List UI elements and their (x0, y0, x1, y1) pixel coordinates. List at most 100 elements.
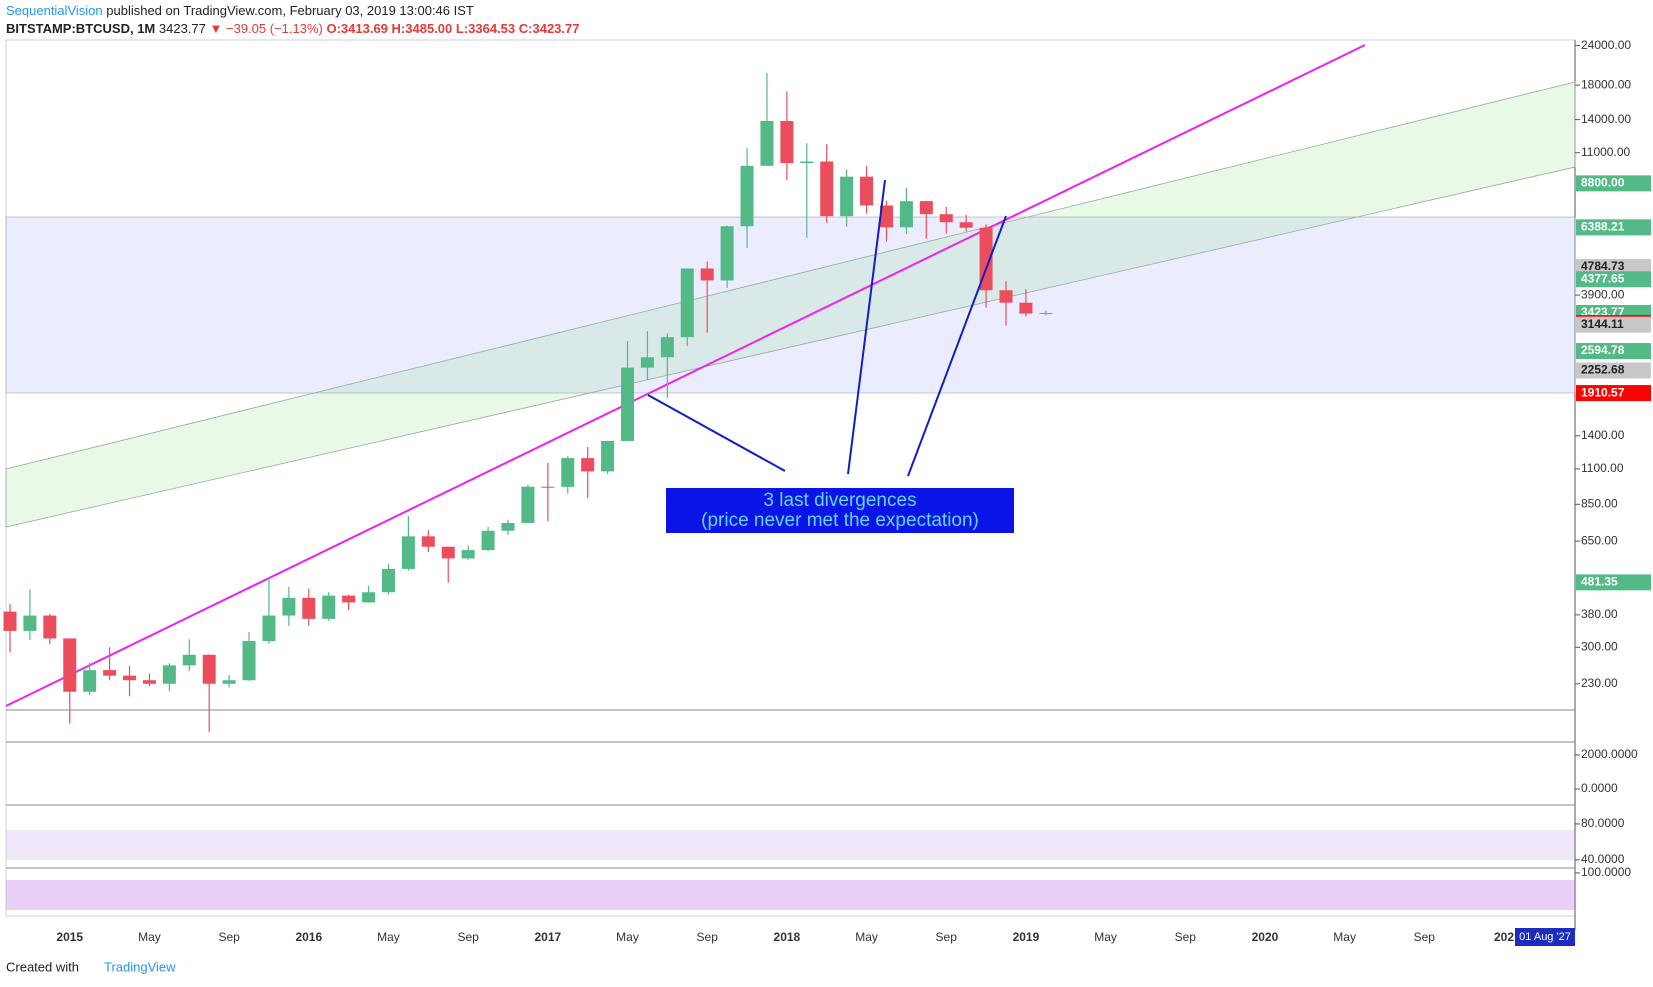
x-tick-label: May (1333, 930, 1356, 944)
x-tick-label: 2016 (295, 930, 322, 944)
candle-body (401, 536, 415, 569)
x-tick-label: Sep (1414, 930, 1436, 944)
candle-body (43, 615, 57, 639)
cursor-date: 01 Aug '27 (1519, 931, 1571, 943)
candle-body (302, 597, 316, 619)
y-tick-label: 40.0000 (1581, 852, 1625, 866)
symbol: BITSTAMP:BTCUSD, 1M (6, 21, 156, 36)
price-label: 481.35 (1581, 575, 1618, 589)
open: O:3413.69 (326, 21, 388, 36)
author[interactable]: SequentialVision (6, 3, 103, 18)
annotation: (price never met the expectation) (701, 510, 979, 531)
high: H:3485.00 (391, 21, 453, 36)
price-label-box (1576, 219, 1651, 236)
candle-body (83, 670, 97, 692)
x-tick-label: Sep (936, 930, 958, 944)
price-label-box (1576, 343, 1651, 360)
change: ▼ −39.05 (−1.13%) (209, 21, 323, 36)
y-tick-label: 380.00 (1581, 607, 1618, 621)
candle-body (740, 165, 754, 227)
candle-body (441, 546, 455, 559)
candle-body (103, 670, 117, 676)
price-label-box (1576, 385, 1651, 402)
candle-body (461, 550, 475, 559)
published: published on TradingView.com, February 0… (106, 3, 474, 18)
candle-body (481, 530, 495, 551)
y-tick-label: 24000.00 (1581, 38, 1631, 52)
x-tick-label: Sep (697, 930, 719, 944)
range-box (5, 216, 1576, 394)
price-label-box (1576, 271, 1651, 288)
candle-body (362, 592, 376, 603)
footer-created: Created with (6, 959, 79, 974)
candle-body (640, 357, 654, 368)
x-tick-label: May (616, 930, 639, 944)
candle-body (521, 486, 535, 523)
x-tick-label: 2017 (534, 930, 561, 944)
candle-body (959, 222, 973, 228)
y-tick-label: 230.00 (1581, 676, 1618, 690)
candle-body (581, 458, 595, 472)
y-tick-label: 11000.00 (1581, 145, 1630, 159)
candle-body (840, 176, 854, 217)
candle-body (421, 536, 435, 547)
candle-body (939, 214, 953, 223)
x-tick-label: May (138, 930, 161, 944)
annotation-box (666, 488, 1014, 533)
candle-body (999, 290, 1013, 303)
annotation: 3 last divergences (763, 490, 916, 511)
trend-line (5, 44, 1366, 707)
arrow (847, 179, 886, 475)
candle-body (501, 522, 515, 531)
candle-body (23, 615, 37, 631)
candle-body (860, 176, 874, 206)
candle-body (800, 161, 814, 164)
candle-body (123, 675, 137, 681)
cursor-date-box (1515, 928, 1575, 946)
x-tick-label: 2018 (774, 930, 801, 944)
candle-body (820, 161, 834, 217)
candle-body (879, 205, 893, 228)
price-label: 1910.57 (1581, 385, 1625, 399)
candle-body (162, 665, 176, 684)
candle-body (262, 615, 276, 642)
price-label-box (1576, 175, 1651, 192)
x-tick-label: 2020 (1252, 930, 1279, 944)
x-tick-label: 2015 (56, 930, 83, 944)
candle-body (1019, 302, 1033, 314)
y-tick-label: 18000.00 (1581, 77, 1631, 91)
price-label-box (1576, 259, 1651, 276)
candle-body (700, 268, 714, 281)
candle-body (342, 595, 356, 603)
y-tick-label: 80.0000 (1581, 816, 1625, 830)
candle-body (182, 654, 196, 666)
y-tick-label: 0.0000 (1581, 781, 1618, 795)
arrow (647, 394, 786, 472)
arrows (647, 179, 1007, 477)
candle-body (919, 201, 933, 215)
footer-brand[interactable]: TradingView (104, 959, 176, 974)
candle-body (202, 654, 216, 684)
last: 3423.77 (158, 21, 206, 36)
candle-body (322, 595, 336, 619)
x-tick-label: 202 (1494, 930, 1514, 944)
x-tick-label: 2019 (1013, 930, 1040, 944)
candle-body (3, 611, 17, 631)
y-tick-label: 650.00 (1581, 533, 1618, 547)
header-line1: SequentialVision published on TradingVie… (6, 3, 474, 18)
x-tick-label: May (377, 930, 400, 944)
price-label-box (1576, 574, 1651, 591)
price-label: 6388.21 (1581, 220, 1625, 234)
stoch-band (6, 880, 1575, 910)
y-tick-label: 1400.00 (1581, 428, 1625, 442)
y-tick-label: 100.0000 (1581, 865, 1631, 879)
x-tick-label: Sep (457, 930, 479, 944)
candle-body (660, 337, 674, 358)
y-tick-label: 3900.00 (1581, 287, 1625, 301)
price-label: 4377.65 (1581, 271, 1625, 285)
candle-body (561, 458, 575, 487)
candle-body (222, 680, 236, 684)
candle-body (680, 268, 694, 338)
